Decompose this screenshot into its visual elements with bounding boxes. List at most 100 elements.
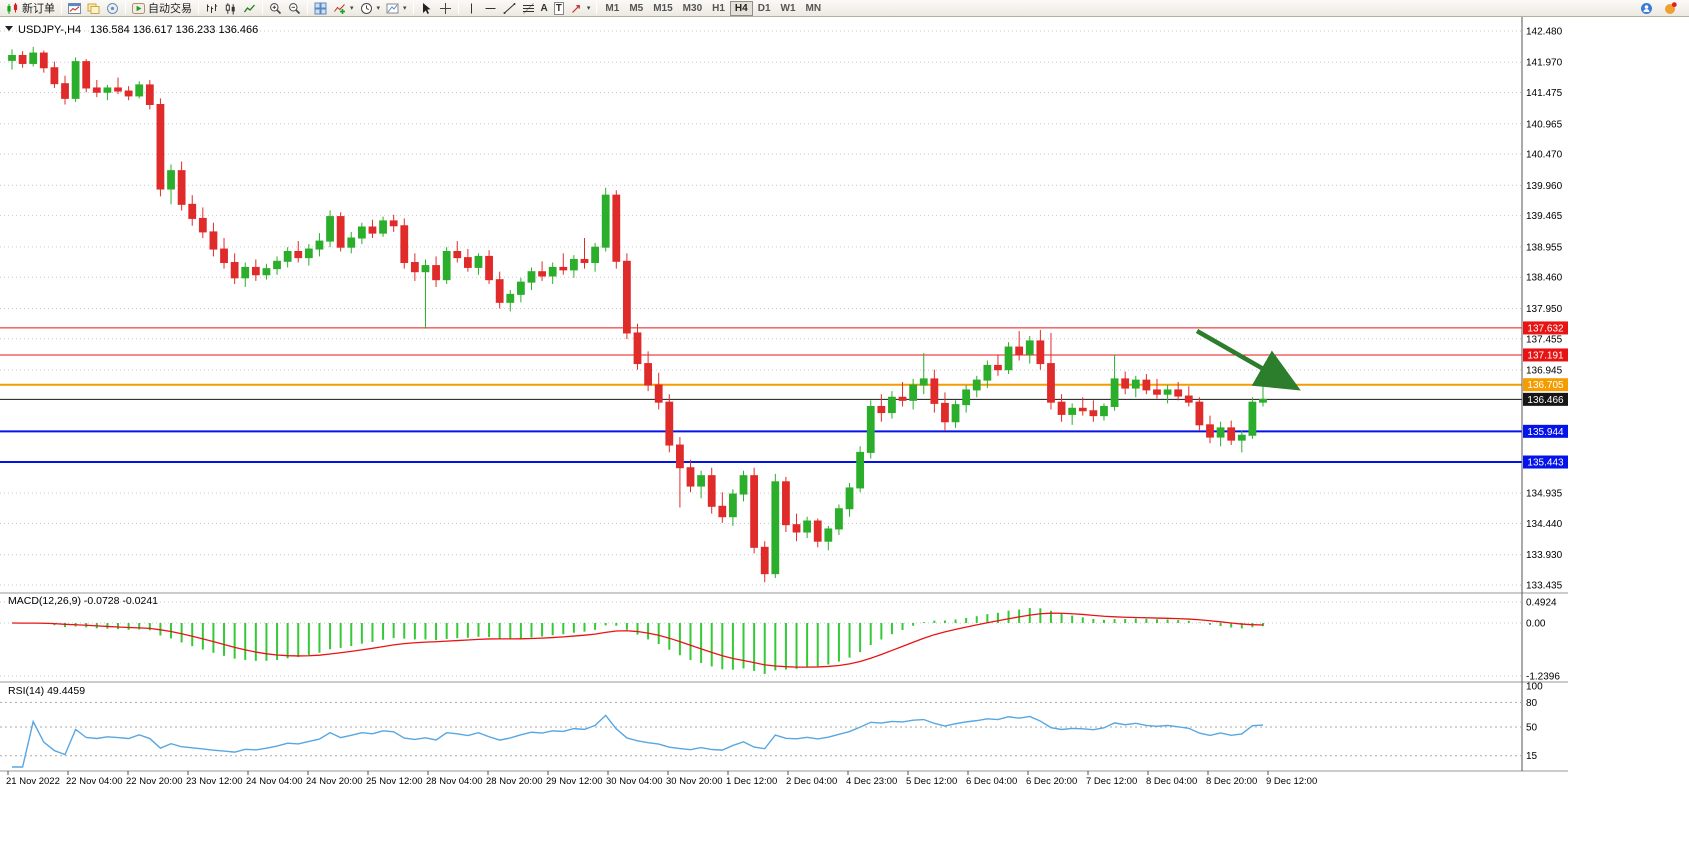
new-order-button[interactable]: 新订单 <box>3 0 58 16</box>
zoom-out-button[interactable] <box>285 0 304 16</box>
candle-body <box>1142 379 1151 391</box>
toolbar-separator <box>596 2 598 14</box>
clock-icon <box>360 2 372 14</box>
timeframe-w1-button[interactable]: W1 <box>776 1 801 16</box>
tile-windows-button[interactable] <box>311 0 330 16</box>
new-chart-button[interactable] <box>65 0 84 16</box>
time-axis-label: 28 Nov 04:00 <box>426 776 483 787</box>
candle-body <box>336 216 345 248</box>
price-axis-label: 139.960 <box>1526 181 1563 192</box>
candle-body <box>1163 389 1172 395</box>
macd-axis-label: 0.00 <box>1526 619 1546 630</box>
price-axis-label: 134.440 <box>1526 519 1563 530</box>
text-icon: A <box>540 2 548 14</box>
timeframe-h1-button[interactable]: H1 <box>707 1 730 16</box>
horizontal-line-icon <box>485 7 496 9</box>
candle-body <box>453 250 462 259</box>
zoom-in-button[interactable] <box>266 0 285 16</box>
candle-body <box>283 250 292 262</box>
candle-body <box>983 364 992 381</box>
candle-body <box>1216 427 1225 438</box>
rsi-axis-label: 50 <box>1526 723 1538 734</box>
candle-body <box>92 87 101 93</box>
timeframe-m15-button[interactable]: M15 <box>648 1 677 16</box>
candle-body <box>61 83 69 99</box>
time-axis-label: 2 Dec 04:00 <box>786 776 837 787</box>
price-line-badge-label: 135.944 <box>1527 427 1564 438</box>
candle-body <box>273 260 281 270</box>
crosshair-tool-button[interactable] <box>436 0 455 16</box>
horizontal-line-tool-button[interactable] <box>481 0 500 16</box>
time-axis-label: 8 Dec 20:00 <box>1206 776 1257 787</box>
time-axis-label: 1 Dec 12:00 <box>726 776 777 787</box>
price-line-badge <box>1523 424 1568 438</box>
trendline-tool-button[interactable] <box>500 0 519 16</box>
arrows-tool-button[interactable]: ▾ <box>567 0 594 16</box>
candle-body <box>580 258 589 264</box>
chevron-down-icon: ▾ <box>376 5 381 12</box>
timeframe-d1-button[interactable]: D1 <box>753 1 776 16</box>
timeframe-m1-button[interactable]: M1 <box>600 1 624 16</box>
candle-body <box>1004 346 1013 371</box>
candle-body <box>930 378 939 404</box>
candle-body <box>315 240 324 250</box>
price-line-badge <box>1523 321 1568 335</box>
timeframe-m30-button[interactable]: M30 <box>678 1 707 16</box>
time-axis-label: 9 Dec 12:00 <box>1266 776 1317 787</box>
fibonacci-tool-button[interactable] <box>519 0 538 16</box>
line-chart-mode-button[interactable] <box>240 0 259 16</box>
notifications-button[interactable] <box>1661 0 1680 16</box>
templates-button[interactable]: ▾ <box>383 0 410 16</box>
candle-body <box>326 216 334 242</box>
indicators-button[interactable]: ▾ <box>330 0 357 16</box>
candlestick-mode-button[interactable] <box>221 0 240 16</box>
time-axis-label: 24 Nov 04:00 <box>246 776 303 787</box>
candle-body <box>1237 434 1246 441</box>
rsi-line <box>12 714 1264 768</box>
chevron-down-icon: ▾ <box>403 5 407 12</box>
bar-chart-mode-button[interactable] <box>202 0 221 16</box>
macd-axis-label: -1.2396 <box>1526 671 1560 682</box>
candle-body <box>167 170 175 190</box>
vertical-line-icon <box>470 3 472 13</box>
time-axis-label: 24 Nov 20:00 <box>306 776 363 787</box>
candle-body <box>495 279 504 303</box>
chart-area[interactable]: 142.480 141.970 141.475 140.965 140.470 139.9… <box>0 17 1689 855</box>
profiles-button[interactable] <box>84 0 103 16</box>
community-button[interactable] <box>1637 0 1656 16</box>
candle-body <box>739 475 748 495</box>
timeframe-m5-button[interactable]: M5 <box>624 1 648 16</box>
timeframe-mn-button[interactable]: MN <box>801 1 827 16</box>
candle-body <box>718 505 727 518</box>
candle-body <box>198 217 207 233</box>
vertical-line-tool-button[interactable] <box>462 0 481 16</box>
candle-body <box>888 396 896 414</box>
timeframe-h4-button[interactable]: H4 <box>729 0 753 16</box>
candle-body <box>866 405 875 453</box>
candle-body <box>760 546 769 575</box>
candle-body <box>1100 405 1108 417</box>
periods-button[interactable]: ▾ <box>357 0 384 16</box>
refresh-button[interactable] <box>103 0 122 16</box>
one-click-trading-arrow[interactable] <box>5 26 13 31</box>
text-label-tool-button[interactable]: T <box>551 0 567 16</box>
candle-body <box>209 231 218 250</box>
autotrading-button[interactable]: 自动交易 <box>129 0 195 16</box>
price-line-badge <box>1523 348 1568 362</box>
candle-body <box>750 475 759 548</box>
arrow-tool-icon <box>571 4 580 13</box>
candle-body <box>845 487 854 510</box>
time-axis-label: 6 Dec 04:00 <box>966 776 1017 787</box>
price-axis-label: 134.935 <box>1526 489 1563 500</box>
bar-chart-icon <box>207 3 218 13</box>
time-axis-label: 8 Dec 04:00 <box>1146 776 1197 787</box>
trend-arrow[interactable] <box>1195 329 1301 391</box>
cursor-tool-button[interactable] <box>417 0 436 16</box>
candle-body <box>803 520 812 533</box>
candle-body <box>1206 424 1214 438</box>
toolbar-separator <box>61 2 62 14</box>
price-axis-label: 140.470 <box>1526 150 1563 161</box>
text-tool-button[interactable]: A <box>538 0 551 16</box>
new-chart-icon <box>68 2 81 14</box>
candle-body <box>304 248 313 259</box>
